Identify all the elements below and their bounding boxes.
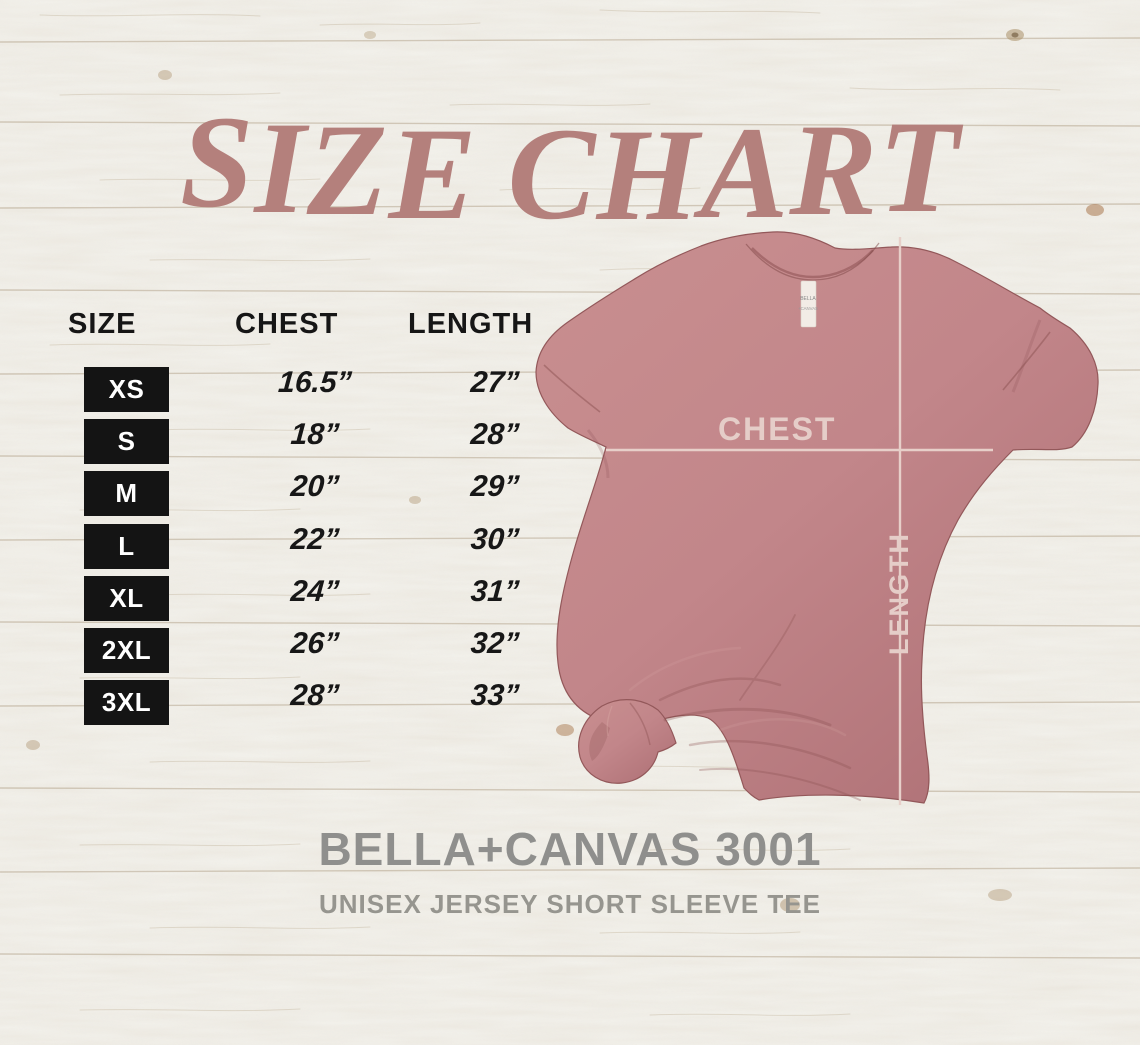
svg-text:+CANVAS: +CANVAS	[798, 306, 818, 311]
svg-text:BELLA: BELLA	[800, 296, 816, 302]
svg-text:LENGTH: LENGTH	[884, 532, 914, 655]
svg-text:CHEST: CHEST	[718, 411, 836, 447]
